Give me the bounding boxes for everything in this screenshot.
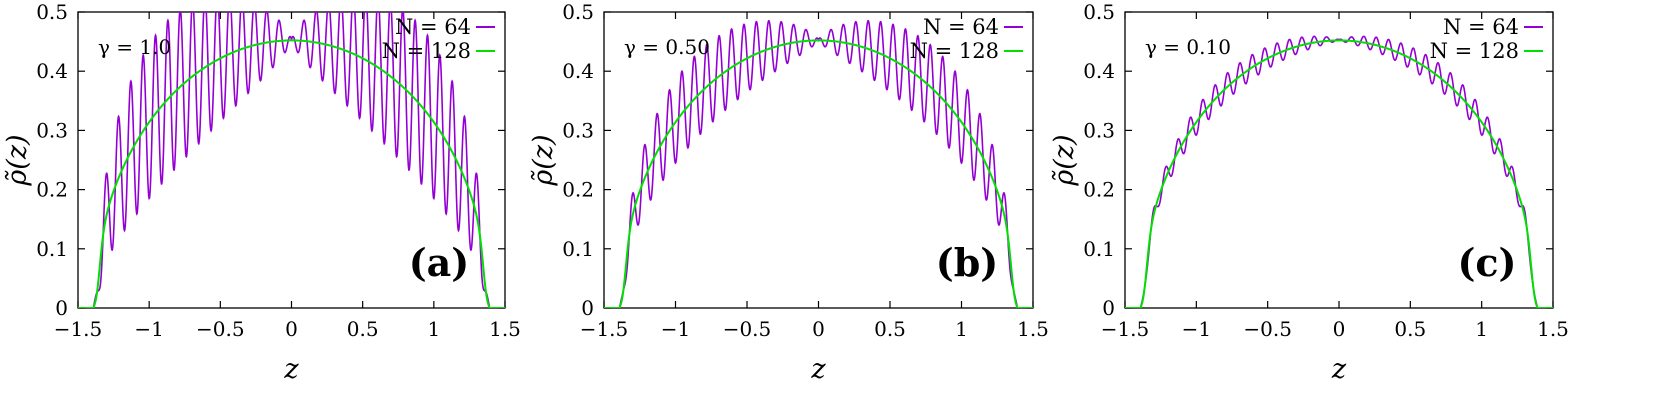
series-line-n128 xyxy=(604,39,1033,308)
panel-label: (c) xyxy=(1457,240,1516,285)
y-tick-label: 0.1 xyxy=(562,237,594,261)
x-tick-label: 0 xyxy=(285,317,298,341)
x-tick-label: −0.5 xyxy=(1243,317,1292,341)
x-tick-label: −1 xyxy=(134,317,163,341)
legend-label: N = 128 xyxy=(910,39,999,63)
gamma-annotation: γ = 1.0 xyxy=(98,35,171,59)
x-axis-label: z xyxy=(1331,354,1347,385)
y-tick-label: 0.4 xyxy=(1083,59,1115,83)
y-tick-label: 0.5 xyxy=(1083,0,1115,24)
x-tick-label: 0 xyxy=(812,317,825,341)
x-axis-label: z xyxy=(283,354,299,385)
y-tick-label: 0.4 xyxy=(36,59,68,83)
y-axis-label: ρ̃(z) xyxy=(528,134,559,186)
x-tick-label: 1.5 xyxy=(1537,317,1569,341)
x-tick-label: −1 xyxy=(661,317,690,341)
x-tick-label: 0.5 xyxy=(347,317,379,341)
y-tick-label: 0.2 xyxy=(562,178,594,202)
y-tick-label: 0 xyxy=(581,296,594,320)
x-axis-label: z xyxy=(810,354,826,385)
legend-label: N = 128 xyxy=(1430,39,1519,63)
y-tick-label: 0.1 xyxy=(36,237,68,261)
x-tick-label: −1 xyxy=(1182,317,1211,341)
x-tick-label: 1 xyxy=(955,317,968,341)
legend-label: N = 64 xyxy=(395,15,471,39)
y-tick-label: 0.5 xyxy=(36,0,68,24)
panel-a: −1.5 −1 −0.5 0 0.5 1 1.5 0 0.1 0.2 0.3 0.4 0.5 z ρ̃(z)… xyxy=(2,0,521,385)
y-tick-label: 0.1 xyxy=(1083,237,1115,261)
x-tick-label: 1 xyxy=(427,317,440,341)
gamma-annotation: γ = 0.50 xyxy=(624,35,710,59)
legend-label: N = 128 xyxy=(382,39,471,63)
x-tick-label: 0 xyxy=(1333,317,1346,341)
x-tick-label: 0.5 xyxy=(1394,317,1426,341)
x-tick-label: −0.5 xyxy=(196,317,245,341)
y-tick-label: 0 xyxy=(1102,296,1115,320)
panel-label: (b) xyxy=(936,240,999,285)
x-tick-label: −1.5 xyxy=(1101,317,1150,341)
x-tick-label: 0.5 xyxy=(874,317,906,341)
x-tick-label: 1.5 xyxy=(1017,317,1049,341)
panel-b: −1.5 −1 −0.5 0 0.5 1 1.5 0 0.1 0.2 0.3 0.4 0.5 z ρ̃(z)… xyxy=(528,0,1049,385)
y-axis-label: ρ̃(z) xyxy=(1049,134,1080,186)
x-tick-label: 1.5 xyxy=(489,317,521,341)
series-line-n128 xyxy=(1125,39,1553,308)
y-tick-label: 0.3 xyxy=(1083,118,1115,142)
y-tick-label: 0.2 xyxy=(36,178,68,202)
panel-label: (a) xyxy=(409,240,470,285)
x-tick-label: −0.5 xyxy=(723,317,772,341)
y-tick-label: 0.4 xyxy=(562,59,594,83)
y-tick-label: 0 xyxy=(55,296,68,320)
y-tick-label: 0.5 xyxy=(562,0,594,24)
y-tick-label: 0.3 xyxy=(562,118,594,142)
legend-label: N = 64 xyxy=(923,15,999,39)
y-axis-label: ρ̃(z) xyxy=(2,134,33,186)
legend-label: N = 64 xyxy=(1443,15,1519,39)
panel-c: −1.5 −1 −0.5 0 0.5 1 1.5 0 0.1 0.2 0.3 0.4 0.5 z ρ̃(z)… xyxy=(1049,0,1569,385)
x-tick-label: −1.5 xyxy=(580,317,629,341)
y-tick-label: 0.3 xyxy=(36,118,68,142)
y-tick-label: 0.2 xyxy=(1083,178,1115,202)
x-tick-label: −1.5 xyxy=(54,317,103,341)
x-tick-label: 1 xyxy=(1475,317,1488,341)
series-line-n128 xyxy=(78,39,505,308)
gamma-annotation: γ = 0.10 xyxy=(1145,35,1231,59)
